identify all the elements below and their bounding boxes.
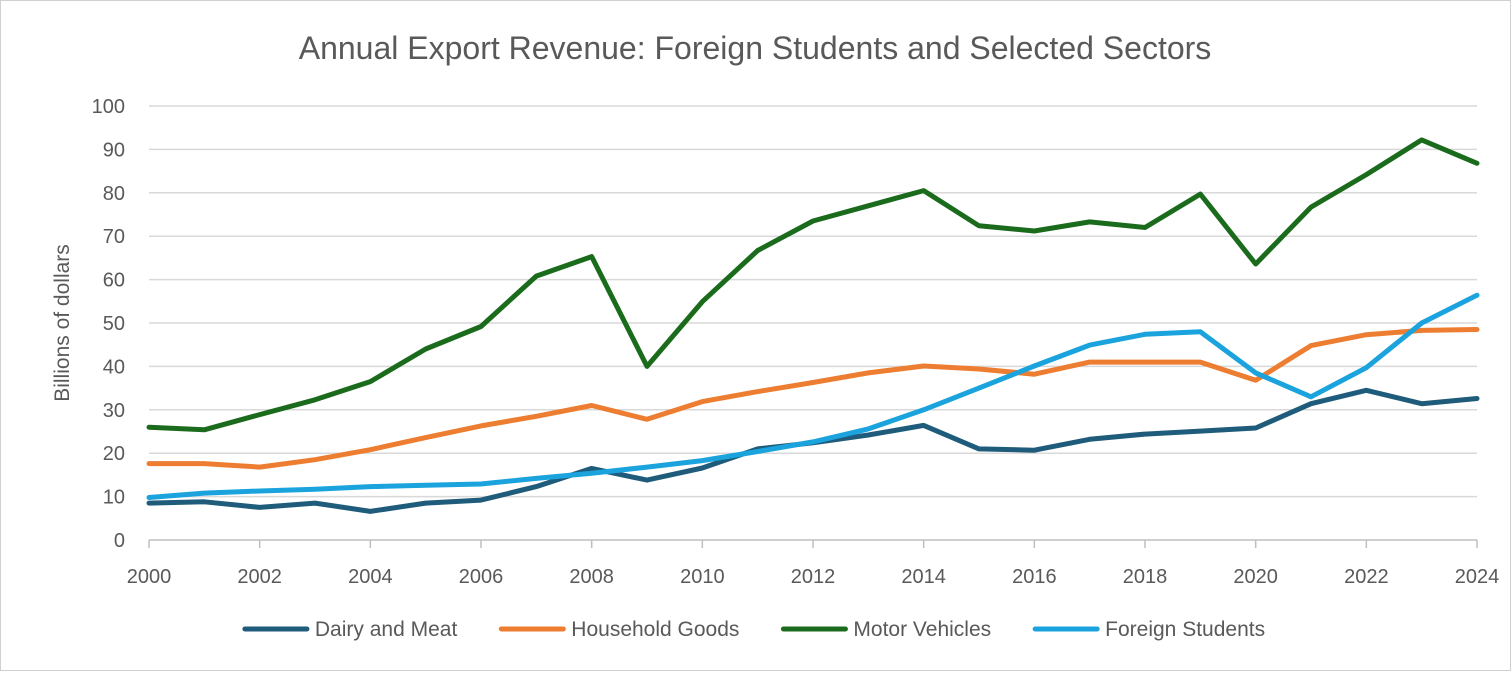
legend: Dairy and Meat Household Goods Motor Vehic…: [242, 618, 1265, 641]
legend-item-motor-vehicles: Motor Vehicles: [780, 618, 991, 641]
x-tick-label: 2016: [1012, 566, 1057, 588]
y-tick-label: 30: [103, 400, 125, 422]
gridlines: [149, 105, 1477, 498]
legend-label: Household Goods: [571, 618, 739, 641]
y-tick-label: 70: [103, 226, 125, 248]
x-tick-label: 2006: [459, 566, 504, 588]
x-tick-label: 2010: [680, 566, 725, 588]
series-line-dairy-and-meat: [146, 387, 1480, 514]
legend-item-dairy-and-meat: Dairy and Meat: [242, 618, 458, 641]
y-axis-label: Billions of dollars: [51, 244, 74, 402]
x-tick-label: 2002: [237, 566, 282, 588]
y-tick-label: 50: [103, 313, 125, 335]
x-tick-label: 2022: [1344, 566, 1389, 588]
legend-item-household-goods: Household Goods: [498, 618, 739, 641]
y-tick-label: 80: [103, 183, 125, 205]
legend-item-foreign-students: Foreign Students: [1032, 618, 1265, 641]
x-tick-label: 2018: [1123, 566, 1168, 588]
y-tick-label: 0: [114, 530, 125, 552]
y-tick-label: 90: [103, 139, 125, 161]
y-tick-label: 10: [103, 487, 125, 509]
legend-label: Dairy and Meat: [315, 618, 458, 641]
x-tick-label: 2024: [1455, 566, 1500, 588]
legend-label: Foreign Students: [1105, 618, 1265, 641]
x-tick-label: 2008: [569, 566, 614, 588]
x-tick-label: 2012: [791, 566, 836, 588]
series-lines: [146, 137, 1480, 514]
legend-label: Motor Vehicles: [853, 618, 991, 641]
y-tick-label: 20: [103, 443, 125, 465]
y-tick-label: 60: [103, 270, 125, 292]
axes: 0 10 20 30 40 50 60 70 80 90 100 2000 2002 2004 2006 20…: [92, 96, 1500, 588]
x-tick-label: 2004: [348, 566, 393, 588]
y-tick-label: 100: [92, 96, 125, 118]
x-tick-label: 2020: [1233, 566, 1278, 588]
series-line-motor-vehicles: [146, 137, 1480, 433]
x-tick-label: 2014: [901, 566, 946, 588]
x-tick-label: 2000: [127, 566, 172, 588]
series-line-foreign-students: [146, 292, 1480, 500]
y-tick-label: 40: [103, 356, 125, 378]
chart-title: Annual Export Revenue: Foreign Students …: [299, 30, 1212, 66]
series-line-household-goods: [146, 327, 1480, 470]
